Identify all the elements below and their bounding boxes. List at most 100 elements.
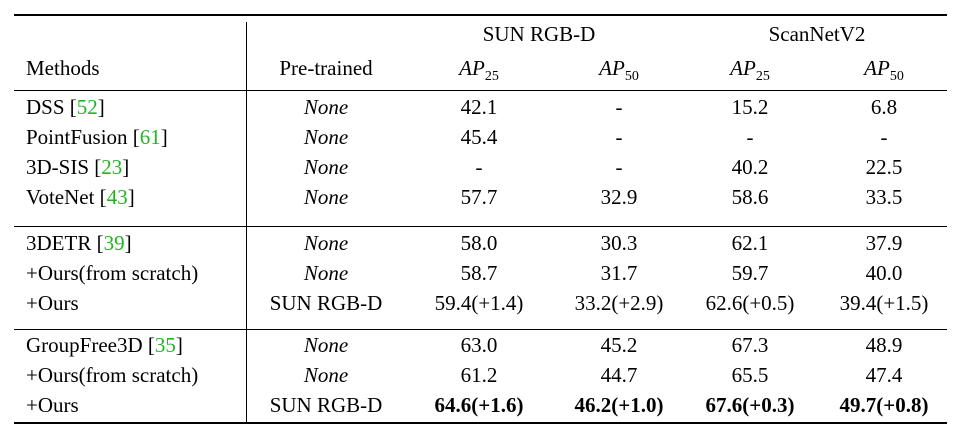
pretrained-cell: None: [303, 333, 349, 357]
pretrained-cell: None: [303, 231, 349, 255]
section-rule-1: [14, 226, 947, 227]
value-cell: -: [746, 125, 754, 149]
metric-base: AP: [599, 56, 625, 80]
value-cell: 58.0: [460, 231, 498, 255]
citation-ref: 35: [154, 333, 176, 357]
pretrained-cell: None: [303, 95, 349, 119]
top-rule: [14, 14, 947, 16]
group-header-scannetv2: ScanNetV2: [768, 22, 866, 46]
citation-ref: 23: [101, 155, 123, 179]
method-name: VoteNet [: [26, 185, 107, 209]
value-cell: -: [880, 125, 888, 149]
method-name: 3D-SIS [: [26, 155, 102, 179]
method-name: +Ours(from scratch): [26, 363, 199, 387]
method-name: +Ours: [26, 291, 79, 315]
value-cell: 58.7: [460, 261, 498, 285]
citation-close: ]: [124, 231, 132, 255]
method-cell: +Ours(from scratch): [26, 362, 198, 388]
method-name: PointFusion [: [26, 125, 140, 149]
value-cell: 45.2: [600, 333, 638, 357]
pretrained-cell: None: [303, 185, 349, 209]
citation-close: ]: [97, 95, 105, 119]
value-cell: -: [615, 95, 623, 119]
metric-base: AP: [459, 56, 485, 80]
pretrained-cell: SUN RGB-D: [269, 291, 383, 315]
citation-close: ]: [122, 155, 130, 179]
method-cell: GroupFree3D [35]: [26, 332, 183, 358]
method-cell: 3DETR [39]: [26, 230, 132, 256]
group-header-sunrgbd: SUN RGB-D: [482, 22, 596, 46]
value-cell: 45.4: [460, 125, 498, 149]
method-name: GroupFree3D [: [26, 333, 155, 357]
citation-ref: 39: [103, 231, 125, 255]
value-cell: -: [615, 125, 623, 149]
pretrained-cell: None: [303, 125, 349, 149]
value-cell: 37.9: [865, 231, 903, 255]
value-cell: 64.6(+1.6): [434, 393, 524, 417]
method-cell: PointFusion [61]: [26, 124, 168, 150]
metric-base: AP: [864, 56, 890, 80]
value-cell: 46.2(+1.0): [574, 393, 664, 417]
method-name: +Ours: [26, 393, 79, 417]
metric-sub: 25: [484, 69, 499, 84]
value-cell: 48.9: [865, 333, 903, 357]
value-cell: 42.1: [460, 95, 498, 119]
value-cell: 33.5: [865, 185, 903, 209]
metric-header-sun-ap25: AP25: [414, 55, 544, 90]
value-cell: 40.2: [731, 155, 769, 179]
value-cell: 15.2: [731, 95, 769, 119]
pretrained-cell: None: [303, 261, 349, 285]
value-cell: 62.1: [731, 231, 769, 255]
value-cell: 6.8: [870, 95, 898, 119]
value-cell: 22.5: [865, 155, 903, 179]
value-cell: 39.4(+1.5): [839, 291, 929, 315]
method-name: +Ours(from scratch): [26, 261, 199, 285]
metric-base: AP: [730, 56, 756, 80]
method-cell: 3D-SIS [23]: [26, 154, 129, 180]
citation-ref: 61: [139, 125, 161, 149]
value-cell: 67.3: [731, 333, 769, 357]
method-cell: VoteNet [43]: [26, 184, 135, 210]
value-cell: 59.4(+1.4): [434, 291, 524, 315]
value-cell: 65.5: [731, 363, 769, 387]
citation-ref: 43: [106, 185, 128, 209]
pretrained-cell: SUN RGB-D: [269, 393, 383, 417]
section-rule-2: [14, 329, 947, 330]
value-cell: 67.6(+0.3): [705, 393, 795, 417]
value-cell: 40.0: [865, 261, 903, 285]
metric-sub: 50: [889, 69, 904, 84]
method-cell: +Ours: [26, 290, 79, 316]
pretrained-header: Pre-trained: [279, 56, 373, 80]
metric-header-scannet-ap25: AP25: [685, 55, 815, 90]
citation-close: ]: [160, 125, 168, 149]
citation-close: ]: [127, 185, 135, 209]
method-cell: +Ours(from scratch): [26, 260, 198, 286]
metric-header-sun-ap50: AP50: [554, 55, 684, 90]
value-cell: 49.7(+0.8): [839, 393, 929, 417]
methods-header: Methods: [26, 56, 100, 80]
value-cell: 47.4: [865, 363, 903, 387]
method-name: DSS [: [26, 95, 77, 119]
pretrained-cell: None: [303, 363, 349, 387]
value-cell: 58.6: [731, 185, 769, 209]
bottom-rule: [14, 422, 947, 424]
value-cell: 44.7: [600, 363, 638, 387]
citation-ref: 52: [76, 95, 98, 119]
value-cell: 63.0: [460, 333, 498, 357]
value-cell: 61.2: [460, 363, 498, 387]
value-cell: 32.9: [600, 185, 638, 209]
metric-sub: 25: [755, 69, 770, 84]
value-cell: 62.6(+0.5): [705, 291, 795, 315]
method-cell: DSS [52]: [26, 94, 105, 120]
value-cell: 31.7: [600, 261, 638, 285]
value-cell: 57.7: [460, 185, 498, 209]
method-cell: +Ours: [26, 392, 79, 418]
metric-header-scannet-ap50: AP50: [819, 55, 949, 90]
metric-sub: 50: [624, 69, 639, 84]
column-separator: [246, 22, 247, 422]
pretrained-cell: None: [303, 155, 349, 179]
value-cell: 30.3: [600, 231, 638, 255]
header-rule: [14, 90, 947, 91]
citation-close: ]: [175, 333, 183, 357]
value-cell: 33.2(+2.9): [574, 291, 664, 315]
